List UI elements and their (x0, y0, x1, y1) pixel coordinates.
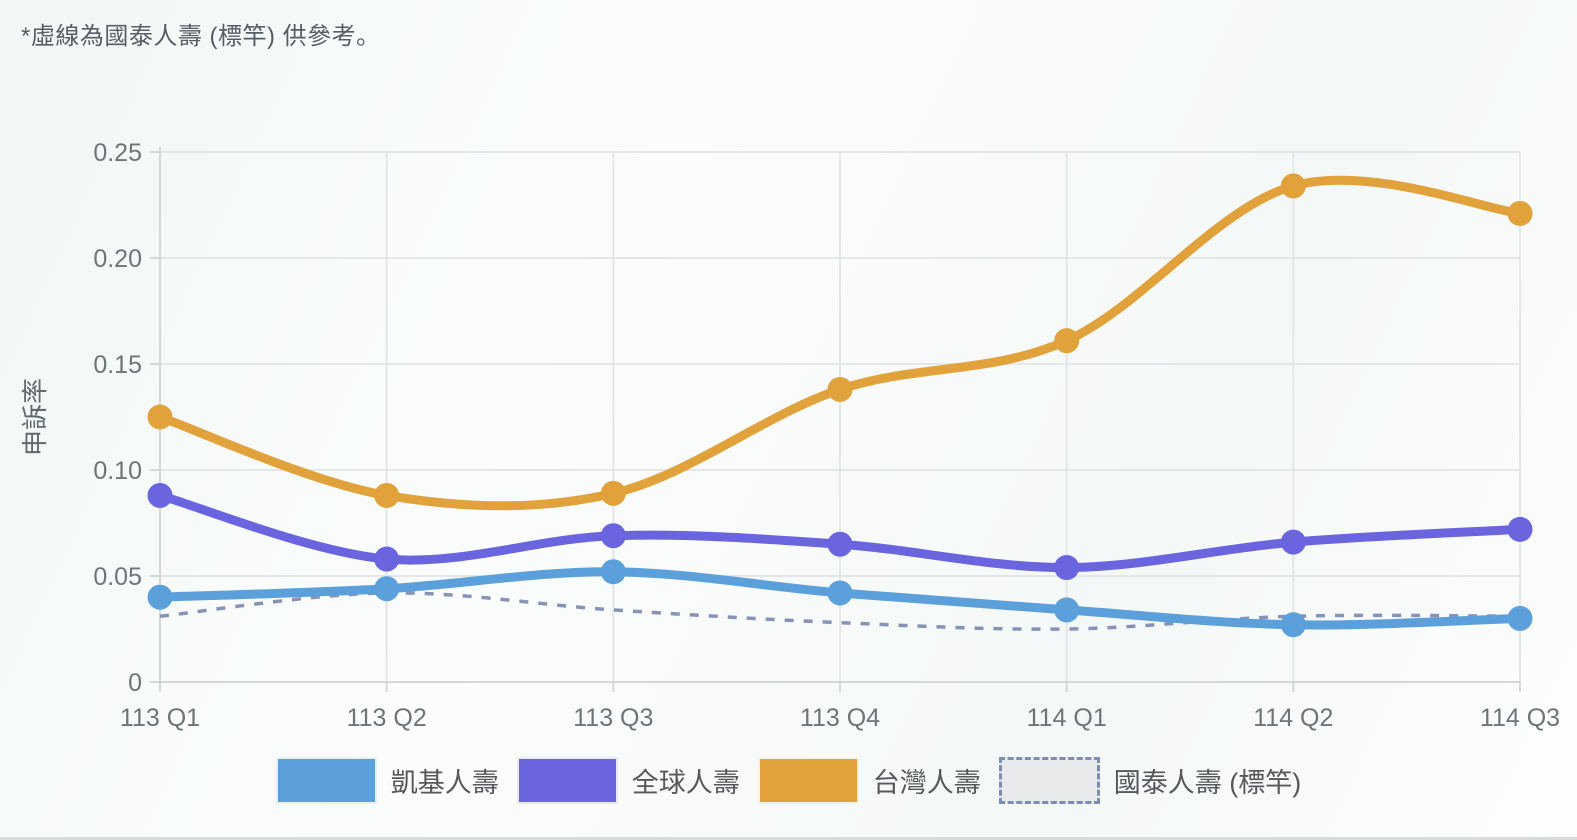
y-tick-label: 0 (128, 669, 142, 697)
legend-label: 凱基人壽 (390, 768, 499, 798)
legend-item[interactable]: 台灣人壽 (757, 757, 981, 804)
x-tick-label: 114 Q2 (1253, 704, 1333, 732)
x-tick-label: 113 Q2 (347, 704, 427, 732)
data-point[interactable] (827, 580, 853, 606)
data-point[interactable] (1054, 555, 1080, 581)
data-point[interactable] (374, 546, 400, 572)
legend-swatch (516, 757, 618, 804)
legend-label: 全球人壽 (631, 768, 740, 798)
data-point[interactable] (1507, 200, 1533, 226)
data-point[interactable] (600, 523, 626, 549)
legend-item[interactable]: 凱基人壽 (275, 757, 499, 804)
data-point[interactable] (1280, 173, 1306, 199)
data-point[interactable] (1054, 597, 1080, 623)
y-tick-label: 0.15 (93, 351, 142, 379)
legend-swatch (998, 757, 1100, 804)
legend-item[interactable]: 國泰人壽 (標竿) (998, 757, 1302, 804)
y-tick-label: 0.20 (93, 245, 142, 273)
data-point[interactable] (147, 404, 173, 430)
data-point[interactable] (374, 576, 400, 602)
data-point[interactable] (374, 482, 400, 508)
chart-footnote: *虛線為國泰人壽 (標竿) 供參考。 (21, 23, 381, 50)
data-point[interactable] (1280, 529, 1306, 555)
y-tick-label: 0.25 (93, 139, 142, 167)
x-tick-label: 114 Q1 (1027, 704, 1107, 732)
x-tick-label: 113 Q4 (800, 704, 880, 732)
chart-legend: 凱基人壽 全球人壽 台灣人壽 國泰人壽 (標竿) (0, 757, 1577, 804)
legend-label: 台灣人壽 (872, 768, 981, 798)
data-point[interactable] (1054, 328, 1080, 354)
data-point[interactable] (147, 482, 173, 508)
legend-label: 國泰人壽 (標竿) (1113, 768, 1302, 798)
y-axis-title: 申訴率 (20, 378, 50, 456)
data-point[interactable] (1280, 612, 1306, 638)
data-point[interactable] (1507, 605, 1533, 631)
x-tick-label: 114 Q3 (1480, 704, 1560, 732)
window-bottom-edge (0, 837, 1577, 840)
y-tick-label: 0.05 (93, 563, 142, 591)
legend-item[interactable]: 全球人壽 (516, 757, 740, 804)
data-point[interactable] (600, 559, 626, 585)
x-tick-label: 113 Q3 (573, 704, 653, 732)
data-point[interactable] (1507, 516, 1533, 542)
legend-swatch (275, 757, 377, 804)
y-tick-label: 0.10 (93, 457, 142, 485)
data-point[interactable] (147, 584, 173, 610)
data-point[interactable] (827, 531, 853, 557)
data-point[interactable] (827, 376, 853, 402)
x-tick-label: 113 Q1 (120, 704, 200, 732)
legend-swatch (757, 757, 859, 804)
data-point[interactable] (600, 480, 626, 506)
